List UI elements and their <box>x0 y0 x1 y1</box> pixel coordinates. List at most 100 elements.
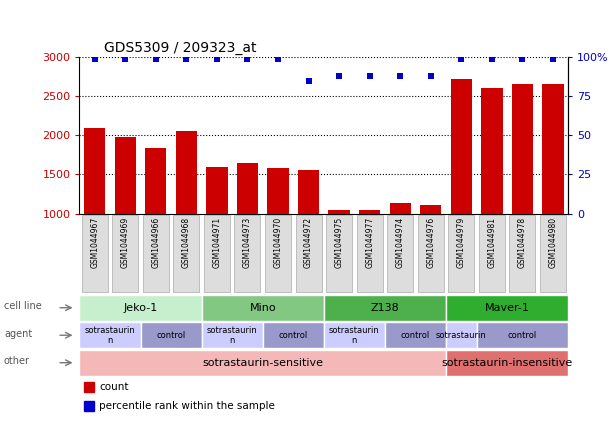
FancyBboxPatch shape <box>418 215 444 292</box>
Point <box>181 55 191 62</box>
Text: GSM1044977: GSM1044977 <box>365 217 374 268</box>
FancyBboxPatch shape <box>82 215 108 292</box>
FancyBboxPatch shape <box>324 322 385 348</box>
Text: GSM1044978: GSM1044978 <box>518 217 527 268</box>
FancyBboxPatch shape <box>324 295 446 321</box>
FancyBboxPatch shape <box>143 215 169 292</box>
Point <box>243 55 252 62</box>
FancyBboxPatch shape <box>204 215 230 292</box>
Bar <box>481 88 502 214</box>
Point <box>334 72 344 79</box>
Text: percentile rank within the sample: percentile rank within the sample <box>99 401 275 411</box>
Text: GSM1044966: GSM1044966 <box>152 217 160 268</box>
FancyBboxPatch shape <box>112 215 138 292</box>
Point <box>426 72 436 79</box>
Bar <box>84 128 106 214</box>
Point <box>151 55 161 62</box>
Text: sotrastaurin
n: sotrastaurin n <box>84 326 136 345</box>
FancyBboxPatch shape <box>141 322 202 348</box>
Bar <box>390 203 411 214</box>
FancyBboxPatch shape <box>79 350 446 376</box>
Bar <box>543 84 564 214</box>
Text: control: control <box>156 331 186 340</box>
Text: other: other <box>4 356 30 366</box>
Text: control: control <box>279 331 308 340</box>
FancyBboxPatch shape <box>385 322 446 348</box>
Text: GSM1044976: GSM1044976 <box>426 217 435 268</box>
FancyBboxPatch shape <box>265 215 291 292</box>
Bar <box>359 210 380 214</box>
FancyBboxPatch shape <box>477 322 568 348</box>
FancyBboxPatch shape <box>296 215 321 292</box>
Bar <box>512 84 533 214</box>
FancyBboxPatch shape <box>263 322 324 348</box>
FancyBboxPatch shape <box>479 215 505 292</box>
Text: GSM1044975: GSM1044975 <box>335 217 343 268</box>
Point <box>548 55 558 62</box>
Point <box>487 55 497 62</box>
Bar <box>207 168 227 214</box>
FancyBboxPatch shape <box>202 322 263 348</box>
Text: GSM1044968: GSM1044968 <box>182 217 191 268</box>
Bar <box>329 211 349 214</box>
Text: sotrastaurin
n: sotrastaurin n <box>207 326 258 345</box>
Text: control: control <box>508 331 537 340</box>
FancyBboxPatch shape <box>446 350 568 376</box>
Bar <box>420 205 441 214</box>
FancyBboxPatch shape <box>235 215 260 292</box>
Text: cell line: cell line <box>4 301 42 311</box>
FancyBboxPatch shape <box>446 322 477 348</box>
Text: sotrastaurin: sotrastaurin <box>436 331 487 340</box>
Bar <box>84 401 94 412</box>
Text: GSM1044971: GSM1044971 <box>213 217 221 268</box>
FancyBboxPatch shape <box>540 215 566 292</box>
Text: GSM1044979: GSM1044979 <box>457 217 466 268</box>
Text: GSM1044972: GSM1044972 <box>304 217 313 268</box>
FancyBboxPatch shape <box>79 322 141 348</box>
Text: Mino: Mino <box>249 303 276 313</box>
Text: GSM1044969: GSM1044969 <box>121 217 130 268</box>
Text: GSM1044970: GSM1044970 <box>274 217 282 268</box>
Bar <box>237 163 258 214</box>
Point <box>365 72 375 79</box>
Point <box>518 55 527 62</box>
Text: GSM1044974: GSM1044974 <box>396 217 404 268</box>
Bar <box>298 170 320 214</box>
Text: agent: agent <box>4 329 32 339</box>
FancyBboxPatch shape <box>446 295 568 321</box>
Text: count: count <box>99 382 128 392</box>
FancyBboxPatch shape <box>357 215 382 292</box>
Point <box>212 55 222 62</box>
Bar <box>145 148 166 214</box>
Bar <box>84 382 94 393</box>
Text: Z138: Z138 <box>370 303 400 313</box>
FancyBboxPatch shape <box>79 295 202 321</box>
Bar <box>268 168 289 214</box>
Point <box>395 72 405 79</box>
Point <box>120 55 130 62</box>
FancyBboxPatch shape <box>510 215 535 292</box>
Text: Jeko-1: Jeko-1 <box>123 303 158 313</box>
Text: GSM1044973: GSM1044973 <box>243 217 252 268</box>
Text: sotrastaurin-sensitive: sotrastaurin-sensitive <box>202 358 323 368</box>
FancyBboxPatch shape <box>387 215 413 292</box>
Text: Maver-1: Maver-1 <box>485 303 530 313</box>
Point <box>304 77 313 84</box>
Text: GDS5309 / 209323_at: GDS5309 / 209323_at <box>104 41 257 55</box>
Text: GSM1044967: GSM1044967 <box>90 217 99 268</box>
FancyBboxPatch shape <box>448 215 474 292</box>
Text: sotrastaurin
n: sotrastaurin n <box>329 326 380 345</box>
Text: GSM1044981: GSM1044981 <box>488 217 496 268</box>
Point <box>273 55 283 62</box>
FancyBboxPatch shape <box>326 215 352 292</box>
Text: GSM1044980: GSM1044980 <box>549 217 557 268</box>
Bar <box>115 137 136 214</box>
Point <box>456 55 466 62</box>
FancyBboxPatch shape <box>202 295 324 321</box>
Point <box>90 55 100 62</box>
Bar <box>451 79 472 214</box>
Text: sotrastaurin-insensitive: sotrastaurin-insensitive <box>442 358 573 368</box>
FancyBboxPatch shape <box>174 215 199 292</box>
Bar <box>176 131 197 214</box>
Text: control: control <box>401 331 430 340</box>
